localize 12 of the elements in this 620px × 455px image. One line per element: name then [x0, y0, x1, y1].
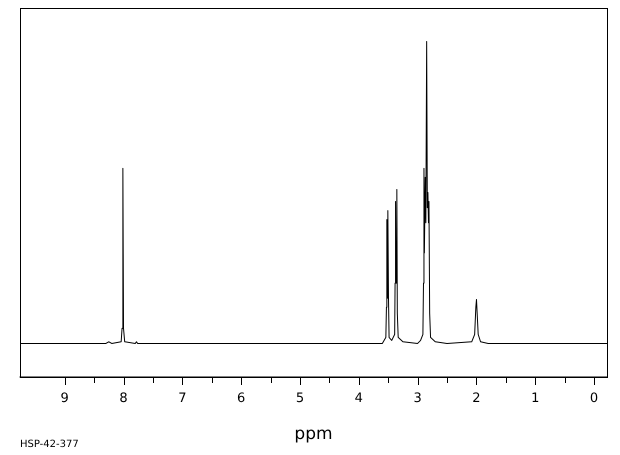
text: HSP-42-377 [20, 439, 79, 450]
x-tick-label: 4 [354, 391, 363, 406]
x-tick-label: 2 [472, 391, 481, 406]
x-tick-label: 7 [178, 391, 186, 406]
x-tick-label: 3 [413, 391, 422, 406]
x-tick-label: 8 [119, 391, 128, 406]
x-tick-label: 0 [590, 391, 598, 406]
x-tick-label: 6 [237, 391, 246, 406]
x-axis-title: ppm [294, 424, 333, 444]
x-tick-label: 9 [60, 391, 69, 406]
x-tick-label: 5 [296, 391, 304, 406]
x-tick-label: 1 [531, 391, 540, 406]
